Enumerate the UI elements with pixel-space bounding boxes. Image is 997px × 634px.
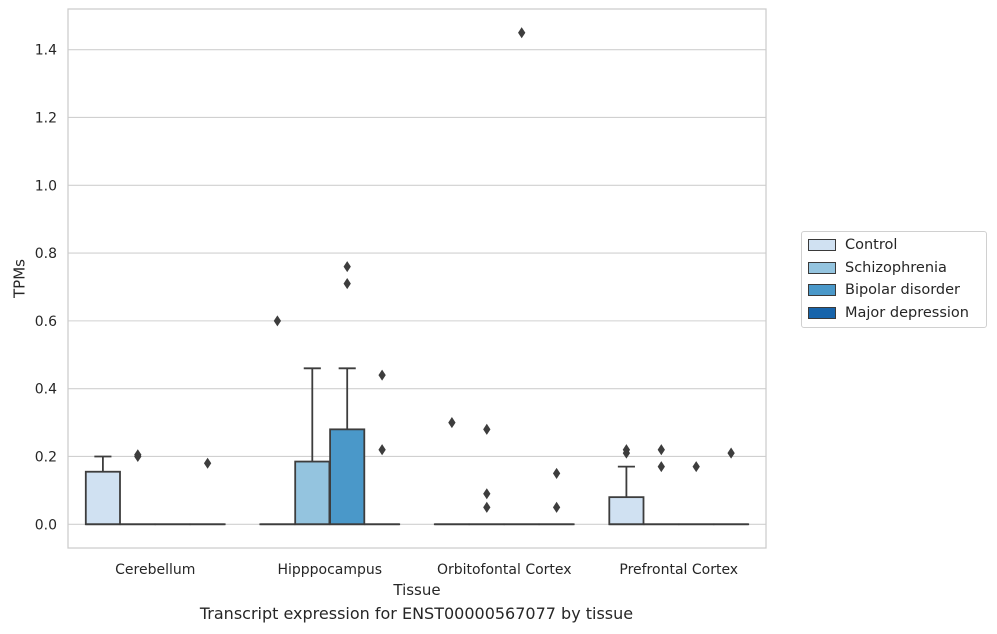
box-major-depression bbox=[364, 369, 401, 526]
legend-swatch-major-depression bbox=[808, 306, 836, 319]
outlier-point bbox=[448, 417, 456, 429]
legend-swatch-bipolar-disorder bbox=[808, 284, 836, 297]
box-control bbox=[608, 444, 645, 526]
x-axis-title: Tissue bbox=[392, 581, 440, 599]
box-major-depression bbox=[713, 447, 750, 526]
outlier-point bbox=[203, 457, 212, 469]
legend-item-major-depression: Major depression bbox=[802, 302, 986, 325]
legend-swatch-schizophrenia bbox=[808, 261, 836, 274]
box-body bbox=[84, 470, 121, 526]
outlier-point bbox=[378, 444, 386, 456]
box-schizophrenia bbox=[119, 449, 156, 526]
x-tick-label: Cerebellum bbox=[115, 562, 195, 578]
x-tick-label: Prefrontal Cortex bbox=[619, 562, 738, 578]
box-bipolar-disorder bbox=[503, 27, 540, 526]
y-axis-title: TPMs bbox=[11, 259, 29, 299]
y-tick-label: 0.8 bbox=[35, 246, 57, 262]
outlier-point bbox=[378, 369, 386, 381]
box-bipolar-disorder bbox=[678, 461, 715, 526]
outlier-point bbox=[483, 488, 491, 500]
box-control bbox=[433, 417, 470, 526]
outlier-point bbox=[343, 261, 351, 273]
box-body bbox=[329, 428, 366, 526]
outlier-point bbox=[657, 444, 665, 456]
outlier-point bbox=[273, 315, 282, 327]
y-tick-label: 0.6 bbox=[35, 314, 57, 330]
y-tick-labels: 0.0 0.2 0.4 0.6 0.8 1.0 1.2 1.4 bbox=[35, 43, 57, 534]
chart-caption: Transcript expression for ENST0000056707… bbox=[199, 604, 634, 623]
box-control bbox=[259, 315, 296, 526]
y-tick-label: 0.2 bbox=[35, 449, 57, 465]
box-plot-chart: 0.0 0.2 0.4 0.6 0.8 1.0 1.2 1.4 Cerebellum Hippp… bbox=[11, 8, 767, 599]
outlier-point bbox=[483, 423, 491, 435]
outlier-point bbox=[343, 278, 351, 290]
gridlines bbox=[68, 49, 766, 525]
legend-swatch-control bbox=[808, 239, 836, 252]
y-tick-label: 0.4 bbox=[35, 382, 57, 398]
outlier-point bbox=[727, 447, 735, 459]
outlier-point bbox=[657, 461, 665, 473]
legend-label-schizophrenia: Schizophrenia bbox=[845, 259, 947, 276]
box-body bbox=[608, 496, 645, 526]
outlier-point bbox=[518, 27, 526, 39]
outlier-point bbox=[622, 444, 631, 456]
y-tick-label: 0.0 bbox=[35, 517, 57, 533]
x-tick-labels: Cerebellum Hipppocampus Orbitofontal Corte… bbox=[115, 562, 738, 578]
y-tick-label: 1.0 bbox=[35, 178, 57, 194]
legend-label-bipolar-disorder: Bipolar disorder bbox=[845, 282, 960, 299]
plot-frame bbox=[67, 8, 767, 549]
y-tick-label: 1.2 bbox=[35, 110, 57, 126]
box-bipolar-disorder bbox=[329, 261, 366, 526]
box-major-depression bbox=[538, 467, 575, 526]
legend-label-major-depression: Major depression bbox=[845, 304, 969, 321]
box-series bbox=[84, 27, 750, 526]
x-tick-label: Orbitofontal Cortex bbox=[437, 562, 572, 578]
outlier-point bbox=[692, 461, 700, 473]
legend-label-control: Control bbox=[845, 237, 898, 254]
legend-item-schizophrenia: Schizophrenia bbox=[802, 257, 986, 280]
outlier-point bbox=[483, 501, 491, 513]
chart-legend: Control Schizophrenia Bipolar disorder M… bbox=[801, 231, 987, 328]
legend-item-control: Control bbox=[802, 234, 986, 257]
outlier-point bbox=[134, 449, 142, 461]
legend-item-bipolar-disorder: Bipolar disorder bbox=[802, 279, 986, 302]
x-tick-label: Hipppocampus bbox=[277, 562, 382, 578]
box-major-depression bbox=[189, 457, 226, 526]
box-schizophrenia bbox=[294, 367, 331, 526]
box-body bbox=[294, 460, 331, 526]
outlier-point bbox=[552, 501, 561, 513]
outlier-point bbox=[552, 467, 561, 479]
box-control bbox=[84, 455, 121, 526]
box-schizophrenia bbox=[468, 423, 505, 526]
y-tick-label: 1.4 bbox=[35, 43, 57, 59]
